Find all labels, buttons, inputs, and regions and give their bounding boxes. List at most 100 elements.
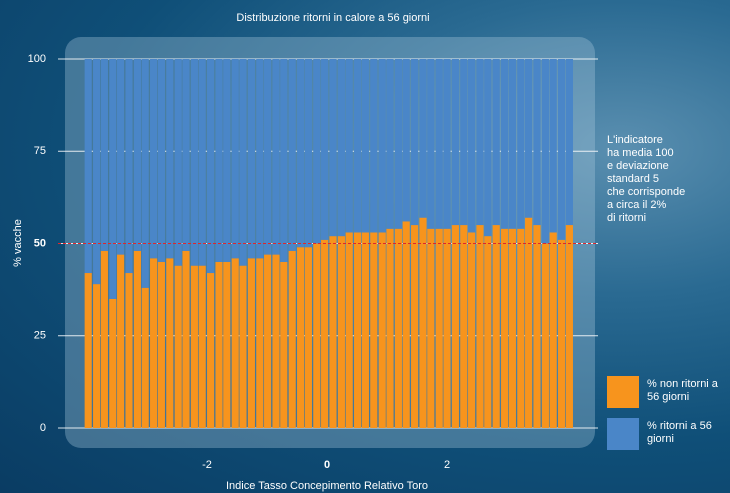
bar-segment [329, 236, 336, 428]
bar-segment [93, 284, 100, 428]
bar-segment [199, 59, 206, 266]
x-axis-label: Indice Tasso Concepimento Relativo Toro [226, 480, 428, 492]
bar-segment [280, 262, 287, 428]
bar-segment [542, 59, 549, 244]
bar-segment [443, 59, 450, 229]
bar-segment [509, 229, 516, 428]
bar-segment [566, 59, 573, 225]
bar-segment [199, 266, 206, 428]
bar-segment [436, 59, 443, 229]
bar-segment [142, 288, 149, 428]
chart-title: Distribuzione ritorni in calore a 56 gio… [236, 12, 429, 24]
bar-segment [134, 251, 141, 428]
bar-segment [501, 59, 508, 229]
bar-segment [256, 59, 263, 258]
bar-segment [215, 59, 222, 262]
bar-segment [362, 59, 369, 232]
y-axis-label: % vacche [12, 219, 24, 267]
bar-segment [207, 59, 214, 273]
bar-segment [370, 59, 377, 232]
bar-segment [379, 232, 386, 428]
bar-segment [158, 59, 165, 262]
bar-segment [305, 247, 312, 428]
bar-segment [468, 232, 475, 428]
bar-segment [362, 232, 369, 428]
bar-segment [558, 240, 565, 428]
bar-segment [476, 59, 483, 225]
bar-segment [403, 59, 410, 221]
legend-swatch [607, 376, 639, 408]
bar-segment [550, 232, 557, 428]
bar-segment [280, 59, 287, 262]
bar-segment [85, 273, 92, 428]
bar-segment [191, 59, 198, 266]
bar-segment [525, 218, 532, 428]
bar-segment [338, 59, 345, 236]
x-tick-label: 0 [324, 459, 330, 471]
bar-segment [166, 59, 173, 258]
bar-segment [517, 229, 524, 428]
bar-segment [370, 232, 377, 428]
bar-segment [272, 59, 279, 255]
annotation-line: L'indicatore [607, 134, 663, 146]
bar-segment [542, 244, 549, 429]
annotation-line: e deviazione [607, 160, 669, 172]
bar-segment [175, 59, 182, 266]
bar-segment [232, 258, 239, 428]
bar-segment [248, 258, 255, 428]
bar-segment [346, 59, 353, 232]
bar-segment [182, 251, 189, 428]
bar-segment [321, 59, 328, 240]
bar-segment [476, 225, 483, 428]
bar-segment [117, 255, 124, 428]
bar-segment [427, 229, 434, 428]
bar-segment [501, 229, 508, 428]
bar-segment [232, 59, 239, 258]
bar-segment [272, 255, 279, 428]
bar-segment [460, 59, 467, 225]
annotation-line: ha media 100 [607, 147, 674, 159]
x-tick-label: 2 [444, 459, 450, 471]
bar-segment [142, 59, 149, 288]
bar-segment [93, 59, 100, 284]
bar-segment [191, 266, 198, 428]
bar-segment [436, 229, 443, 428]
y-tick-label: 75 [34, 145, 46, 157]
bar-segment [109, 59, 116, 299]
bar-segment [427, 59, 434, 229]
legend-swatch [607, 418, 639, 450]
annotation-line: standard 5 [607, 173, 659, 185]
legend-label: % non ritorni a 56 giorni [647, 378, 729, 404]
bar-segment [484, 59, 491, 236]
bar-segment [379, 59, 386, 232]
bar-segment [460, 225, 467, 428]
annotation-line: a circa il 2% [607, 199, 667, 211]
bar-segment [101, 251, 108, 428]
bar-segment [411, 59, 418, 225]
annotation-line: di ritorni [607, 212, 646, 224]
bar-segment [175, 266, 182, 428]
bar-segment [297, 247, 304, 428]
bar-segment [166, 258, 173, 428]
bar-segment [125, 59, 132, 273]
x-tick-label: -2 [202, 459, 212, 471]
bar-segment [452, 59, 459, 225]
bar-segment [207, 273, 214, 428]
bar-segment [386, 229, 393, 428]
bar-segment [411, 225, 418, 428]
bar-segment [419, 59, 426, 218]
bar-segment [248, 59, 255, 258]
bar-segment [223, 262, 230, 428]
bar-segment [313, 59, 320, 244]
bar-segment [338, 236, 345, 428]
bar-segment [484, 236, 491, 428]
bar-segment [223, 59, 230, 262]
bar-segment [329, 59, 336, 236]
bar-segment [289, 251, 296, 428]
bar-segment [419, 218, 426, 428]
bar-segment [566, 225, 573, 428]
bar-segment [239, 266, 246, 428]
bar-segment [525, 59, 532, 218]
bar-segment [313, 244, 320, 429]
bar-segment [85, 59, 92, 273]
